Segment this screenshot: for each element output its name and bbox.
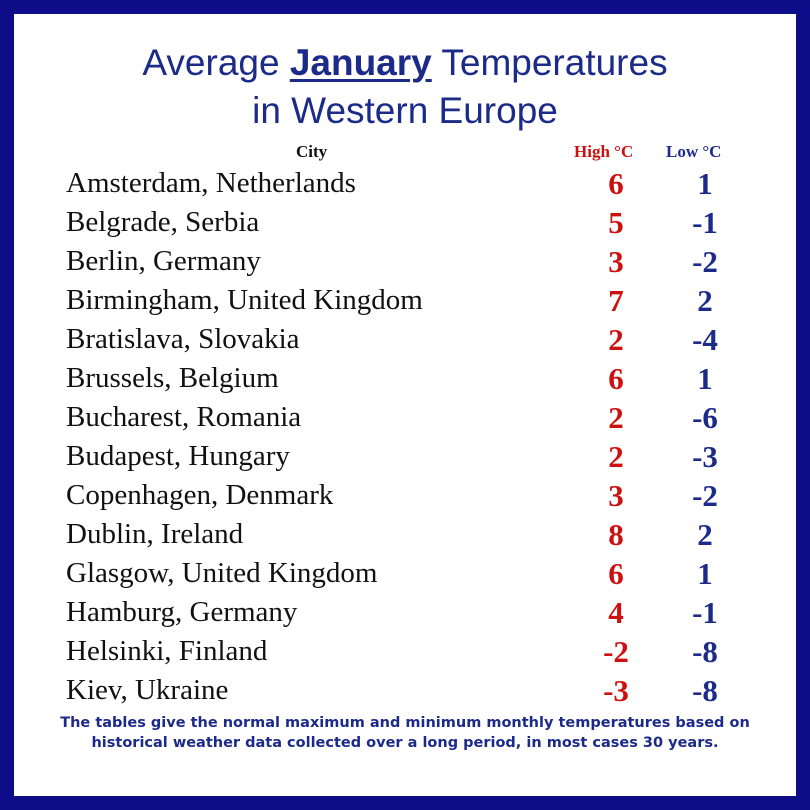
city-name: Belgrade, Serbia bbox=[66, 206, 260, 238]
city-name: Copenhagen, Denmark bbox=[66, 479, 334, 511]
city-name: Helsinki, Finland bbox=[66, 635, 268, 667]
city-name: Berlin, Germany bbox=[66, 245, 261, 277]
city-name: Glasgow, United Kingdom bbox=[66, 557, 378, 589]
high-temperature: 6 bbox=[608, 166, 624, 201]
table-row: Kiev, Ukraine -3 -8 bbox=[0, 671, 810, 710]
low-temperature: 1 bbox=[697, 556, 713, 591]
high-temperature: 7 bbox=[608, 283, 624, 318]
city-name: Birmingham, United Kingdom bbox=[66, 284, 423, 316]
high-temperature: 3 bbox=[608, 478, 624, 513]
table-row: Birmingham, United Kingdom 7 2 bbox=[0, 281, 810, 320]
low-temperature: -3 bbox=[692, 439, 718, 474]
table-row: Bratislava, Slovakia 2 -4 bbox=[0, 320, 810, 359]
low-temperature: -1 bbox=[692, 205, 718, 240]
low-temperature: 1 bbox=[697, 166, 713, 201]
high-temperature: 5 bbox=[608, 205, 624, 240]
high-temperature: 2 bbox=[608, 400, 624, 435]
low-temperature: 2 bbox=[697, 283, 713, 318]
table-row: Brussels, Belgium 6 1 bbox=[0, 359, 810, 398]
low-temperature: -2 bbox=[692, 478, 718, 513]
table-row: Hamburg, Germany 4 -1 bbox=[0, 593, 810, 632]
city-name: Kiev, Ukraine bbox=[66, 674, 229, 706]
table-row: Dublin, Ireland 8 2 bbox=[0, 515, 810, 554]
high-temperature: 3 bbox=[608, 244, 624, 279]
city-name: Dublin, Ireland bbox=[66, 518, 244, 550]
table-row: Budapest, Hungary 2 -3 bbox=[0, 437, 810, 476]
high-temperature: 4 bbox=[608, 595, 624, 630]
low-temperature: -8 bbox=[692, 673, 718, 708]
title-prefix: Average bbox=[142, 42, 290, 83]
title-emphasis: January bbox=[289, 42, 432, 83]
table-row: Amsterdam, Netherlands 6 1 bbox=[0, 164, 810, 203]
low-temperature: 2 bbox=[697, 517, 713, 552]
city-name: Budapest, Hungary bbox=[66, 440, 290, 472]
city-name: Hamburg, Germany bbox=[66, 596, 298, 628]
high-temperature: 6 bbox=[608, 361, 624, 396]
low-temperature: -8 bbox=[692, 634, 718, 669]
footnote: The tables give the normal maximum and m… bbox=[60, 715, 750, 751]
column-header-city: City bbox=[296, 142, 328, 161]
high-temperature: -2 bbox=[603, 634, 629, 669]
city-name: Brussels, Belgium bbox=[66, 362, 279, 394]
table-row: Helsinki, Finland -2 -8 bbox=[0, 632, 810, 671]
table-row: Copenhagen, Denmark 3 -2 bbox=[0, 476, 810, 515]
high-temperature: -3 bbox=[603, 673, 629, 708]
column-header-low: Low °C bbox=[666, 142, 722, 161]
high-temperature: 2 bbox=[608, 439, 624, 474]
city-name: Amsterdam, Netherlands bbox=[66, 167, 356, 199]
page-title: Average January Temperatures bbox=[28, 44, 782, 81]
table-row: Berlin, Germany 3 -2 bbox=[0, 242, 810, 281]
column-header-high: High °C bbox=[574, 142, 634, 161]
low-temperature: -4 bbox=[692, 322, 718, 357]
table-row: Belgrade, Serbia 5 -1 bbox=[0, 203, 810, 242]
table-row: Glasgow, United Kingdom 6 1 bbox=[0, 554, 810, 593]
low-temperature: 1 bbox=[697, 361, 713, 396]
city-name: Bucharest, Romania bbox=[66, 401, 302, 433]
low-temperature: -6 bbox=[692, 400, 718, 435]
temperature-table: Amsterdam, Netherlands 6 1 Belgrade, Serbia… bbox=[0, 164, 810, 710]
high-temperature: 2 bbox=[608, 322, 624, 357]
low-temperature: -1 bbox=[692, 595, 718, 630]
page-title-line2: in Western Europe bbox=[252, 90, 558, 131]
title-suffix: Temperatures bbox=[431, 42, 668, 83]
city-name: Bratislava, Slovakia bbox=[66, 323, 300, 355]
high-temperature: 6 bbox=[608, 556, 624, 591]
high-temperature: 8 bbox=[608, 517, 624, 552]
table-row: Bucharest, Romania 2 -6 bbox=[0, 398, 810, 437]
low-temperature: -2 bbox=[692, 244, 718, 279]
